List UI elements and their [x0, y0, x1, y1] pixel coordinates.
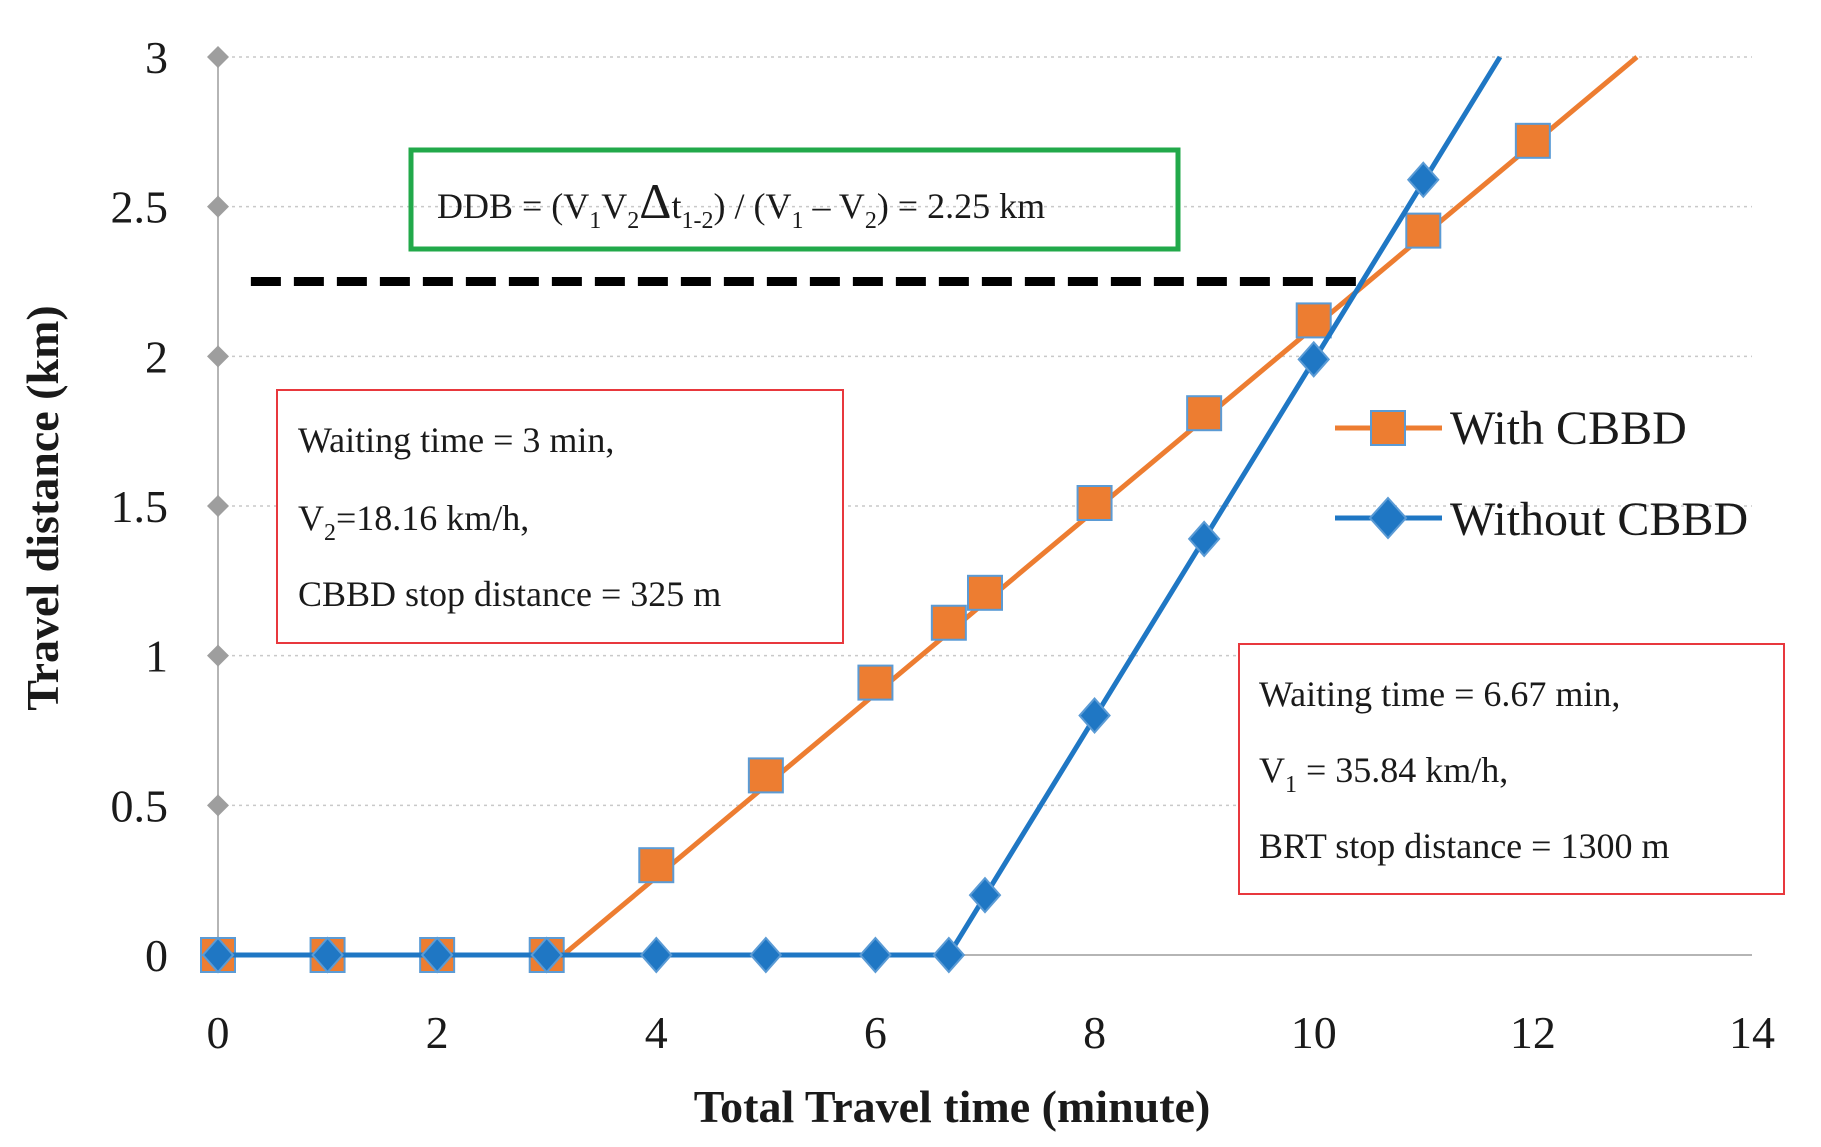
data-point-with-cbbd: [1514, 122, 1551, 159]
x-tick-label: 6: [864, 1007, 887, 1058]
legend-item-without-cbbd: Without CBBD: [1335, 493, 1748, 546]
ddb-annotation: DDB = (V1V2Δt1-2) / (V1 – V2) = 2.25 km: [408, 147, 1181, 252]
legend-label-with-cbbd: With CBBD: [1450, 402, 1687, 455]
data-point-without-cbbd: [749, 936, 783, 974]
brt-annotation: Waiting time = 6.67 min, V1 = 35.84 km/h…: [1238, 643, 1785, 895]
y-tick-label: 2: [145, 331, 168, 382]
data-point-without-cbbd: [530, 936, 564, 974]
x-tick-label: 4: [645, 1007, 668, 1058]
data-point-without-cbbd: [201, 936, 235, 974]
data-point-without-cbbd: [1406, 161, 1440, 199]
data-point-without-cbbd: [1187, 520, 1221, 558]
brt-speed: V1 = 35.84 km/h,: [1259, 750, 1508, 798]
data-point-with-cbbd: [1076, 485, 1113, 522]
y-tick-label: 1.5: [111, 481, 169, 532]
legend-marker-with-cbbd: [1370, 410, 1406, 446]
data-point-with-cbbd: [747, 757, 784, 794]
data-point-with-cbbd: [967, 574, 1003, 611]
ddb-formula: DDB = (V1V2Δt1-2) / (V1 – V2) = 2.25 km: [437, 173, 1045, 234]
data-point-without-cbbd: [1297, 340, 1331, 378]
data-point-without-cbbd: [859, 936, 892, 974]
cbbd-speed: V2=18.16 km/h,: [298, 498, 529, 546]
data-point-with-cbbd: [857, 664, 894, 701]
data-point-without-cbbd: [311, 936, 344, 974]
data-point-without-cbbd: [968, 876, 1002, 914]
data-point-with-cbbd: [1186, 395, 1223, 432]
y-tick-marker: [207, 794, 229, 817]
legend: With CBBD Without CBBD: [1335, 402, 1748, 546]
brt-stop-distance: BRT stop distance = 1300 m: [1259, 826, 1669, 866]
brt-box: [1238, 643, 1785, 895]
brt-waiting-time: Waiting time = 6.67 min,: [1259, 674, 1620, 714]
data-point-with-cbbd: [1405, 212, 1442, 249]
y-tick-marker: [207, 345, 229, 368]
x-tick-label: 8: [1083, 1007, 1106, 1058]
x-tick-label: 10: [1291, 1007, 1337, 1058]
legend-marker-without-cbbd: [1368, 496, 1408, 540]
x-tick-label: 14: [1729, 1007, 1775, 1058]
cbbd-stop-distance: CBBD stop distance = 325 m: [298, 574, 721, 614]
x-axis-title: Total Travel time (minute): [694, 1081, 1211, 1132]
data-point-without-cbbd: [932, 936, 966, 974]
cbbd-box: [276, 389, 844, 644]
data-point-without-cbbd: [1078, 697, 1111, 735]
cbbd-waiting-time: Waiting time = 3 min,: [298, 420, 614, 460]
y-tick-marker: [207, 46, 229, 68]
y-tick-label: 1: [145, 631, 168, 682]
y-tick-marker: [207, 495, 229, 517]
legend-label-without-cbbd: Without CBBD: [1450, 493, 1748, 546]
y-tick-marker: [207, 195, 229, 218]
y-axis-title: Travel distance (km): [17, 305, 68, 710]
legend-item-with-cbbd: With CBBD: [1335, 402, 1687, 455]
y-tick-label: 0: [145, 930, 168, 981]
y-tick-label: 0.5: [111, 780, 169, 831]
cbbd-annotation: Waiting time = 3 min, V2=18.16 km/h, CBB…: [276, 389, 844, 644]
y-tick-label: 2.5: [111, 182, 169, 233]
series-group: [200, 55, 1639, 974]
x-tick-label: 12: [1510, 1007, 1556, 1058]
data-point-without-cbbd: [420, 936, 454, 974]
y-tick-label: 3: [145, 32, 168, 83]
ddb-box: [408, 147, 1181, 252]
x-tick-label: 0: [207, 1007, 230, 1058]
data-point-with-cbbd: [638, 847, 675, 884]
data-point-with-cbbd: [1295, 302, 1332, 339]
data-point-with-cbbd: [930, 604, 967, 641]
data-point-without-cbbd: [639, 936, 673, 974]
x-tick-label: 2: [426, 1007, 449, 1058]
y-tick-marker: [207, 644, 229, 667]
axes: 0 0.5 1 1.5 2 2.5 3 0 2 4 6 8 10 12 14: [111, 32, 1776, 1058]
